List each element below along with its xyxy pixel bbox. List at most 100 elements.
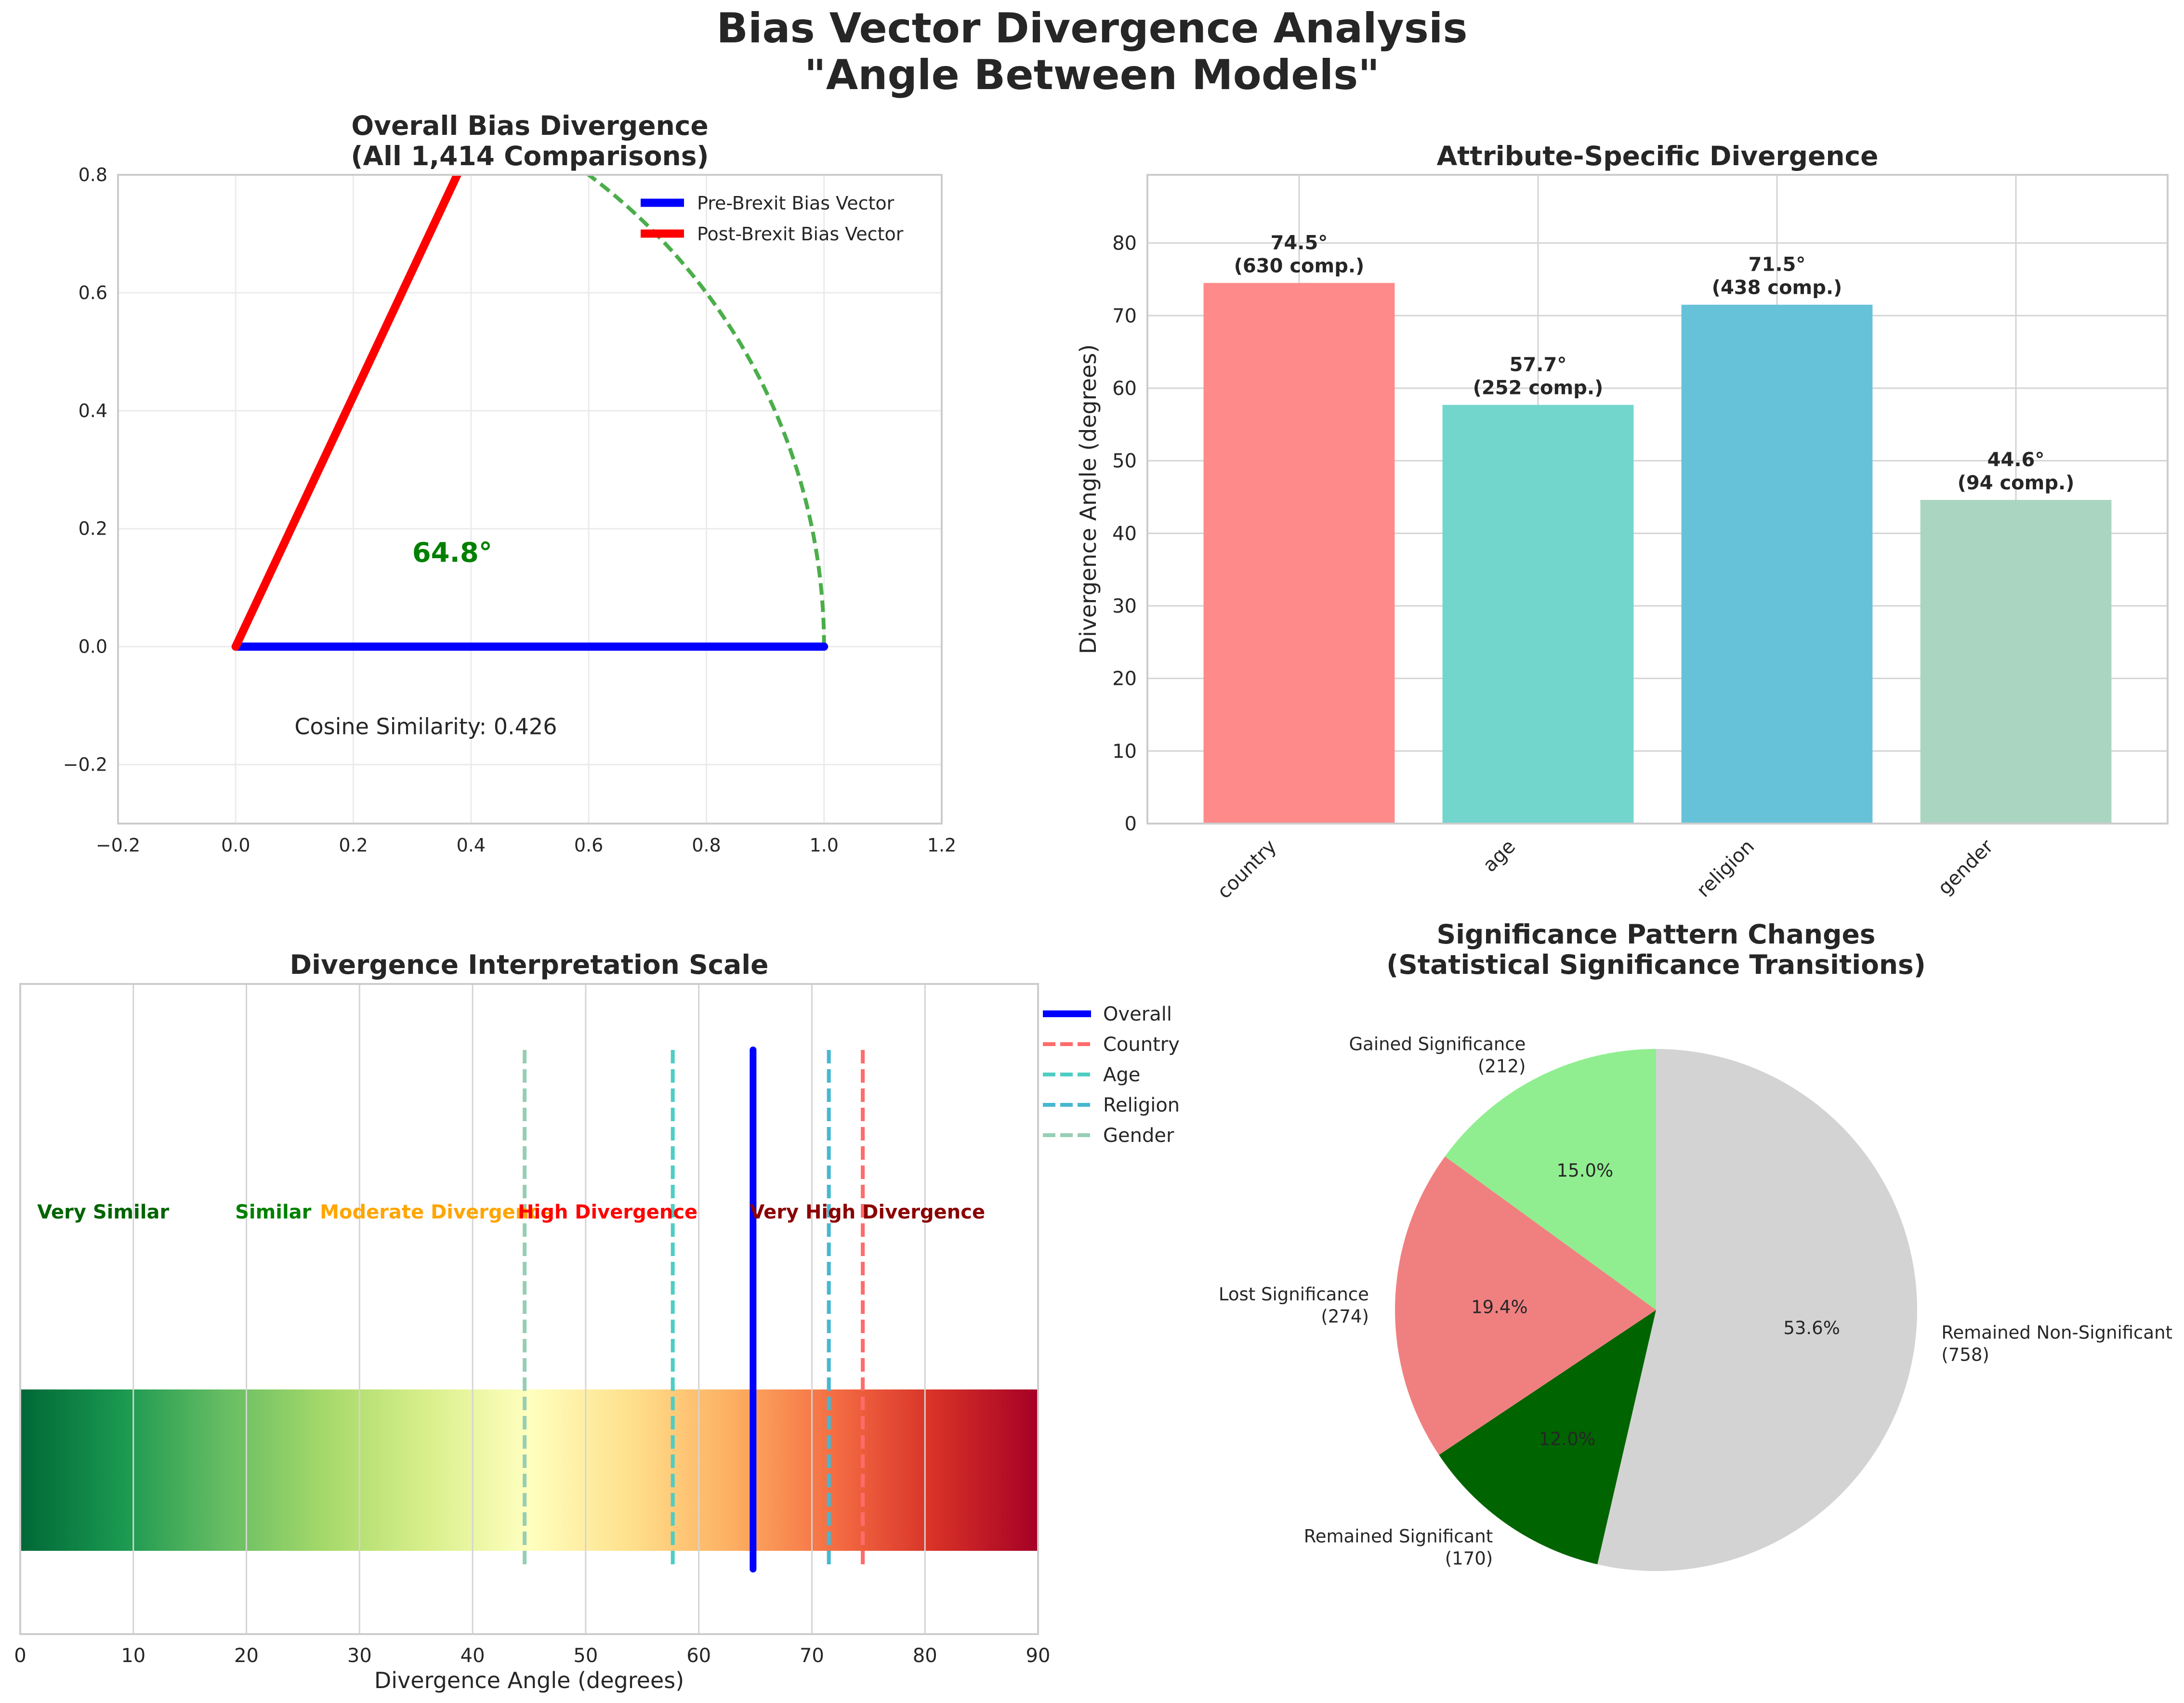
x-tick-label: country (1213, 836, 1281, 904)
plot-frame (19, 983, 1039, 1635)
pie-percent-label: 12.0% (1539, 1429, 1595, 1450)
y-tick-label: 70 (1112, 305, 1137, 327)
zone-label: Very Similar (37, 1201, 169, 1223)
pie-slice-lost-significance (1395, 1156, 1656, 1455)
pie-percent-label: 19.4% (1471, 1297, 1528, 1317)
x-tick-label: 20 (234, 1645, 259, 1667)
pie-slice-remained-non-significant (1597, 1049, 1917, 1571)
y-tick-label: 0.0 (79, 636, 107, 657)
pie-slice-remained-significant (1439, 1310, 1656, 1565)
y-tick-label: 0.8 (79, 164, 107, 185)
y-tick-label: 50 (1112, 450, 1137, 472)
x-tick-label: 60 (686, 1645, 711, 1667)
x-tick-label: gender (1934, 835, 1998, 899)
y-tick-label: 30 (1112, 595, 1137, 617)
pie-slice-gained-significance (1445, 1049, 1656, 1310)
plot-frame (1146, 174, 2169, 825)
panel-title: Divergence Interpretation Scale (290, 949, 769, 980)
pie-percent-label: 53.6% (1783, 1318, 1840, 1338)
x-tick-label: 70 (800, 1645, 824, 1667)
x-tick-label: 0.0 (221, 835, 250, 856)
y-tick-label: 0.2 (79, 518, 107, 539)
x-tick-label: religion (1692, 836, 1759, 902)
bar-religion (1681, 304, 1873, 824)
legend-label: Country (1103, 1034, 1180, 1056)
y-tick-label: 0 (1125, 813, 1137, 835)
pie-slice-count: (212) (1478, 1056, 1526, 1077)
colormap-bar (20, 1389, 1038, 1551)
y-tick-label: 60 (1112, 378, 1137, 400)
x-tick-label: 90 (1026, 1645, 1051, 1667)
y-tick-label: 0.6 (79, 282, 107, 303)
x-tick-label: 80 (913, 1645, 937, 1667)
y-tick-label: 80 (1112, 233, 1137, 255)
legend-label: Gender (1103, 1125, 1174, 1147)
zone-label: Similar (235, 1201, 312, 1223)
attribute-divergence-panel: 0 10 20 30 40 50 60 70 80 74.5°(630 comp.) country… (1075, 141, 2169, 904)
panel-title: Attribute-Specific Divergence (1437, 141, 1879, 171)
zone-label: High Divergence (518, 1201, 697, 1223)
plot-area (231, 175, 829, 651)
x-tick-label: 30 (347, 1645, 372, 1667)
bar-value-label: 71.5° (1749, 254, 1806, 276)
pie-slice-count: (274) (1321, 1306, 1369, 1327)
y-tick-label: 10 (1112, 740, 1137, 762)
angle-arc (585, 175, 826, 647)
bar-gender (1920, 500, 2112, 824)
y-axis-label: Divergence Angle (degrees) (1075, 344, 1101, 654)
panel-title: Overall Bias Divergence (351, 110, 708, 141)
x-tick-label: −0.2 (96, 835, 140, 856)
x-tick-label: 0.6 (574, 835, 603, 856)
pie-slice-label: Remained Non-Significant (1941, 1322, 2172, 1343)
x-tick-label: 40 (460, 1645, 485, 1667)
bar-country (1203, 283, 1395, 824)
legend-label: Religion (1103, 1094, 1180, 1116)
pie-slice-label: Lost Significance (1219, 1284, 1369, 1305)
x-tick-label: 10 (121, 1645, 145, 1667)
panel-title: (All 1,414 Comparisons) (351, 141, 709, 171)
interpretation-scale-panel: 0 10 20 30 40 50 60 70 80 90 Very Similar Similar Mo… (14, 949, 1180, 1693)
figure-title-line2: "Angle Between Models" (804, 51, 1380, 99)
cosine-similarity-label: Cosine Similarity: 0.426 (294, 713, 557, 739)
y-tick-label: 0.4 (79, 400, 107, 421)
y-tick-label: −0.2 (63, 754, 107, 775)
x-tick-label: age (1479, 836, 1520, 877)
pie-slice-label: Gained Significance (1349, 1034, 1526, 1055)
legend-label: Overall (1103, 1003, 1172, 1025)
panel-title: (Statistical Significance Transitions) (1386, 949, 1926, 980)
bar-count-label: (438 comp.) (1712, 277, 1842, 299)
pie-percent-label: 15.0% (1557, 1160, 1614, 1181)
legend-label: Age (1103, 1064, 1140, 1086)
x-tick-label: 0.8 (692, 835, 721, 856)
x-tick-label: 0 (14, 1645, 26, 1667)
pie-slice-count: (758) (1941, 1344, 1989, 1365)
bar-age (1442, 405, 1634, 824)
bar-value-label: 44.6° (1987, 449, 2045, 471)
y-tick-label: 20 (1112, 668, 1137, 690)
x-axis-label: Divergence Angle (degrees) (374, 1667, 684, 1693)
angle-label: 64.8° (412, 537, 492, 569)
bar-value-label: 57.7° (1510, 354, 1567, 376)
x-tick-label: 50 (573, 1645, 598, 1667)
x-tick-label: 0.4 (457, 835, 486, 856)
overall-divergence-panel: −0.2 0.0 0.2 0.4 0.6 0.8 1.0 1.2 −0.2 0.0 0.2 0.4 0.… (63, 110, 957, 856)
zone-label: Moderate Divergence (320, 1201, 553, 1223)
pie-slice-label: Remained Significant (1304, 1526, 1493, 1547)
plot-frame (117, 174, 943, 825)
post-brexit-vector (231, 175, 462, 651)
y-tick-label: 40 (1112, 523, 1137, 545)
x-tick-label: 1.2 (927, 835, 956, 856)
x-tick-label: 1.0 (809, 835, 838, 856)
x-tick-label: 0.2 (339, 835, 368, 856)
bar-count-label: (252 comp.) (1473, 377, 1604, 399)
bar-value-label: 74.5° (1271, 232, 1328, 254)
zone-label: Very High Divergence (750, 1201, 985, 1223)
pie-slice-count: (170) (1445, 1548, 1493, 1569)
panel-title: Significance Pattern Changes (1437, 919, 1876, 950)
legend-label: Post-Brexit Bias Vector (697, 223, 904, 245)
figure-title-line1: Bias Vector Divergence Analysis (716, 4, 1467, 52)
legend-label: Pre-Brexit Bias Vector (697, 193, 895, 214)
bar-count-label: (94 comp.) (1958, 472, 2075, 494)
bar-count-label: (630 comp.) (1234, 255, 1365, 277)
